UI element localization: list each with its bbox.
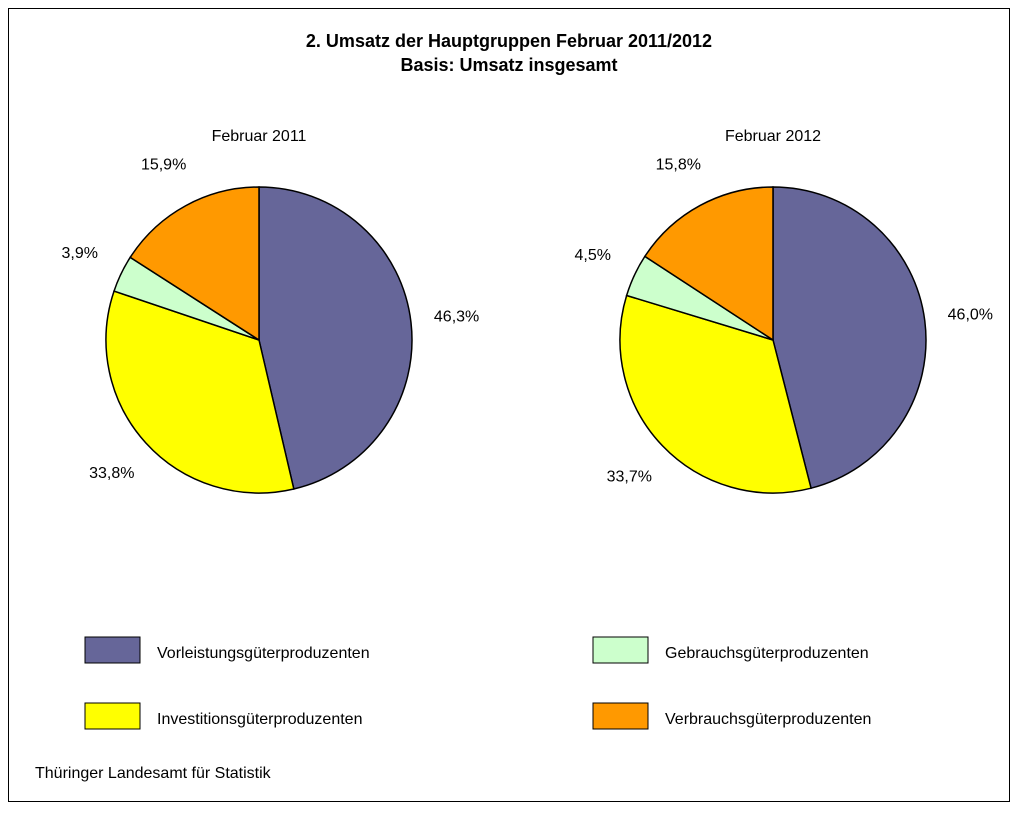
- data-label: 3,9%: [62, 245, 98, 262]
- legend-swatch: [592, 702, 649, 730]
- legend-swatch: [592, 636, 649, 664]
- pie-title: Februar 2011: [212, 128, 307, 145]
- chart-title: 2. Umsatz der Hauptgruppen Februar 2011/…: [306, 31, 712, 51]
- pie-title: Februar 2012: [725, 128, 821, 145]
- legend-label: Verbrauchsgüterproduzenten: [665, 711, 871, 728]
- data-label: 46,0%: [948, 306, 993, 323]
- legend-label: Gebrauchsgüterproduzenten: [665, 645, 869, 662]
- legend-swatch: [84, 702, 141, 730]
- data-label: 15,9%: [141, 157, 186, 174]
- legend-label: Vorleistungsgüterproduzenten: [157, 645, 370, 662]
- pie-slice: [772, 186, 927, 490]
- data-label: 4,5%: [575, 247, 611, 264]
- pie-slice: [129, 186, 260, 342]
- source-note: Thüringer Landesamt für Statistik: [35, 765, 272, 782]
- pie-slice: [105, 290, 295, 494]
- data-label: 33,8%: [89, 465, 134, 482]
- chart-subtitle: Basis: Umsatz insgesamt: [400, 55, 617, 75]
- data-label: 33,7%: [607, 469, 652, 486]
- data-label: 46,3%: [434, 308, 479, 325]
- pie-slice: [619, 294, 812, 494]
- pie-slice: [258, 186, 413, 490]
- pie-slice: [643, 186, 774, 342]
- legend-label: Investitionsgüterproduzenten: [157, 711, 362, 728]
- legend-swatch: [84, 636, 141, 664]
- data-label: 15,8%: [656, 156, 701, 173]
